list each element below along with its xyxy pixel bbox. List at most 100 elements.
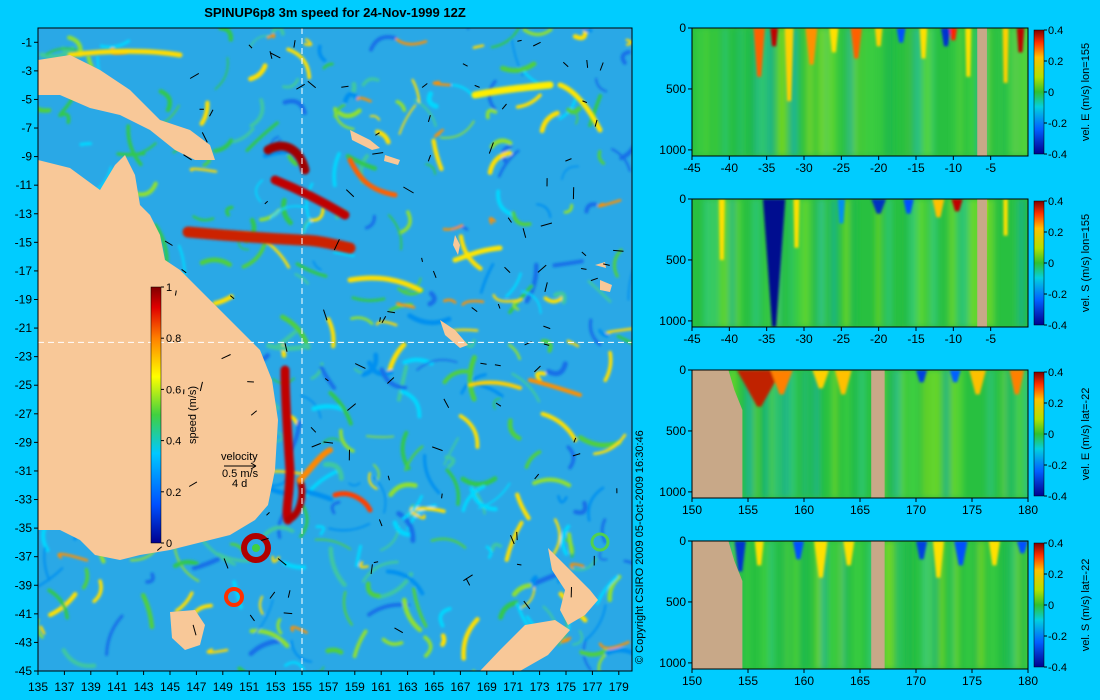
section-x-tick-label: -35 (758, 332, 776, 346)
land-nz-south (480, 620, 570, 671)
copyright-notice: © Copyright CSIRO 2009 05-Oct-2009 16:30… (634, 430, 646, 664)
velocity-arrow (372, 152, 384, 155)
speed-colorbar-tick-label: 0 (166, 538, 172, 550)
section-land (692, 541, 743, 669)
section-x-tick-label: 165 (850, 503, 870, 517)
map-y-tick-label: -9 (21, 150, 32, 164)
map-x-tick-label: 147 (186, 680, 206, 694)
section-y-tick-label: 500 (666, 82, 686, 96)
map-y-tick-label: -37 (15, 550, 33, 564)
map-x-tick-label: 179 (609, 680, 629, 694)
velocity-arrow (387, 377, 395, 384)
velocity-arrow (209, 109, 214, 117)
section-y-tick-label: 1000 (659, 656, 686, 670)
section-colorbar-label: vel. S (m/s) lon=155 (1080, 214, 1092, 312)
section-velocity-feature (814, 541, 828, 578)
section-velocity-feature (784, 28, 794, 102)
section-x-tick-label: 170 (906, 674, 926, 688)
section-colorbar-tick-label: -0.4 (1048, 320, 1067, 332)
section-velocity-feature (916, 541, 928, 560)
velocity-arrow (586, 59, 589, 68)
map-x-tick-label: 141 (107, 680, 127, 694)
velocity-arrow (296, 83, 305, 90)
section-colorbar-tick-label: 0 (1048, 429, 1054, 441)
section-y-tick-label: 1000 (659, 314, 686, 328)
section-velocity-feature (969, 370, 986, 395)
velocity-arrow (427, 154, 432, 162)
map-y-tick-label: -21 (15, 321, 33, 335)
land-nz-north (548, 548, 598, 625)
map-y-axis: -1 -3 -5 -7 -9 -11 -13 -15 -17 -19 -21 -23 -25 -27 -29… (15, 35, 38, 678)
velocity-arrow (266, 512, 270, 516)
section-x-tick-label: -25 (833, 332, 851, 346)
section-velocity-feature (829, 28, 839, 53)
section-velocity-feature (916, 370, 928, 383)
section-panel-1: -45 -40 -35 -30 -25 -20 -15 -10 -5 0 500 1000 0.4 0.2… (659, 21, 1092, 175)
velocity-arrow (488, 142, 494, 154)
velocity-arrow (310, 426, 317, 433)
section-x-tick-label: 175 (962, 503, 982, 517)
land-new-guinea (38, 55, 215, 160)
velocity-arrow (543, 343, 550, 346)
section-x-tick-label: -20 (870, 161, 888, 175)
velocity-arrow (323, 441, 334, 444)
map-y-tick-label: -27 (15, 407, 33, 421)
velocity-arrow (221, 354, 231, 360)
section-velocity-feature (874, 28, 883, 47)
map-y-tick-label: -17 (15, 264, 33, 278)
velocity-arrow (250, 410, 258, 416)
section-x-tick-label: 175 (962, 674, 982, 688)
map-y-tick-label: -23 (15, 350, 33, 364)
velocity-arrow (345, 189, 355, 198)
velocity-arrow (532, 41, 541, 47)
section-velocity-feature (793, 199, 800, 248)
section-colorbar-tick-label: 0.2 (1048, 398, 1063, 410)
velocity-arrow (307, 80, 317, 89)
section-x-tick-label: 150 (682, 503, 702, 517)
map-x-tick-label: 163 (398, 680, 418, 694)
section-velocity-feature (753, 28, 765, 77)
map-y-tick-label: -41 (15, 607, 33, 621)
velocity-arrow (183, 154, 192, 161)
section-x-tick-label: 155 (738, 674, 758, 688)
map-x-tick-label: 161 (371, 680, 391, 694)
map-y-tick-label: -25 (15, 378, 33, 392)
speed-colorbar-tick-label: 0.2 (166, 487, 181, 499)
velocity-arrow (562, 61, 569, 68)
section-x-tick-label: -30 (795, 332, 813, 346)
map-x-tick-label: 151 (239, 680, 259, 694)
section-x-tick-label: -5 (985, 332, 996, 346)
velocity-arrow (188, 481, 198, 487)
map-x-tick-label: 177 (582, 680, 602, 694)
map-x-tick-label: 139 (81, 680, 101, 694)
velocity-arrow (516, 563, 522, 566)
velocity-arrow (284, 343, 288, 352)
section-velocity-feature (965, 28, 972, 77)
section-colorbar-tick-label: 0 (1048, 87, 1054, 99)
map-y-tick-label: -11 (16, 178, 33, 192)
map-x-tick-label: 135 (28, 680, 48, 694)
velocity-arrow (333, 239, 340, 251)
velocity-arrow (441, 493, 443, 499)
velocity-arrow (341, 85, 349, 88)
velocity-arrow (381, 315, 387, 323)
velocity-arrow (287, 590, 291, 598)
velocity-arrow (354, 363, 366, 369)
section-land (871, 370, 885, 498)
section-colorbar-ramp (1033, 542, 1045, 668)
map-x-tick-label: 137 (54, 680, 74, 694)
section-y-tick-label: 0 (679, 192, 686, 206)
map-x-tick-label: 153 (266, 680, 286, 694)
section-velocity-feature (1016, 541, 1028, 554)
section-colorbar-label: vel. S (m/s) lat=-22 (1080, 559, 1092, 652)
section-colorbar-tick-label: -0.4 (1048, 149, 1067, 161)
section-x-tick-label: 180 (1018, 503, 1038, 517)
map-x-tick-label: 173 (530, 680, 550, 694)
section-colorbar-tick-label: -0.2 (1048, 631, 1067, 643)
section-velocity-feature (850, 28, 862, 59)
section-velocity-feature (951, 199, 963, 212)
section-x-tick-label: -45 (683, 332, 701, 346)
velocity-key-time: 4 d (232, 478, 247, 490)
velocity-arrow (229, 295, 235, 300)
velocity-arrow (463, 574, 473, 582)
